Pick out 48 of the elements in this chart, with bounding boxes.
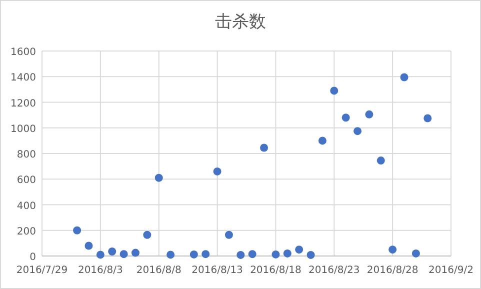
y-tick-label: 600 (16, 175, 36, 186)
point (190, 250, 198, 258)
point (202, 250, 210, 258)
point (388, 246, 397, 254)
point (84, 242, 93, 250)
point (318, 136, 326, 145)
y-tick-label: 0 (30, 252, 36, 263)
point (412, 249, 420, 258)
point (248, 250, 256, 258)
point (166, 250, 175, 259)
y-tick-label: 1400 (10, 72, 36, 84)
point (354, 127, 362, 136)
point (108, 248, 116, 256)
point (400, 73, 408, 82)
point (306, 250, 315, 259)
point (295, 246, 304, 254)
y-tick-label: 800 (16, 150, 36, 160)
point (260, 144, 268, 152)
y-tick-label: 200 (16, 226, 36, 238)
y-tick-label: 1200 (10, 98, 36, 110)
point (224, 230, 233, 239)
y-tick-label: 1600 (10, 47, 36, 58)
x-tick-label: 2016/8/28 (366, 265, 418, 276)
point (154, 174, 163, 182)
point (120, 250, 128, 258)
x-tick-label: 2016/9/2 (428, 265, 474, 276)
point (272, 250, 280, 258)
point (342, 114, 350, 122)
point (96, 250, 104, 259)
point (330, 86, 338, 95)
x-tick-label: 2016/8/13 (192, 265, 243, 276)
x-tick-label: 2016/7/29 (16, 265, 68, 276)
point (365, 110, 374, 118)
point (73, 226, 82, 234)
point (236, 250, 245, 259)
x-tick-label: 2016/8/23 (308, 265, 360, 276)
chart-title: 击杀数 (215, 12, 266, 32)
point (143, 230, 152, 239)
y-tick-label: 400 (16, 200, 36, 212)
x-tick-label: 2016/8/18 (250, 265, 302, 276)
x-tick-label: 2016/8/3 (78, 265, 123, 276)
point (283, 249, 292, 258)
point (131, 248, 140, 257)
point (376, 156, 385, 165)
point (424, 114, 432, 122)
point (213, 167, 222, 176)
x-tick-label: 2016/8/8 (136, 265, 182, 276)
y-tick-label: 1000 (10, 124, 36, 135)
